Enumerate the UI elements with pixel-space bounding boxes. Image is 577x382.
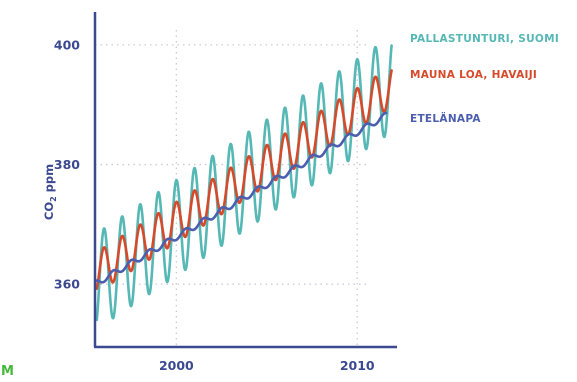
- legend-label-2: ETELÄNAPA: [410, 111, 481, 125]
- y-axis-label: CO2 ppm: [42, 164, 58, 220]
- y-tick-label: 380: [54, 157, 80, 172]
- y-axis-label-sub: 2: [49, 196, 58, 202]
- legend-label-1: MAUNA LOA, HAVAIJI: [410, 69, 537, 81]
- series-line-1: [95, 69, 393, 290]
- legend: PALLASTUNTURI, SUOMI MAUNA LOA, HAVAIJI ET…: [410, 33, 559, 125]
- y-axis-label-main: CO: [42, 202, 56, 220]
- corner-label: M: [1, 364, 14, 379]
- axes: [93, 12, 397, 349]
- y-tick-label: 360: [54, 277, 80, 292]
- y-tick-label: 400: [54, 37, 80, 52]
- grid-lines: [95, 30, 370, 347]
- series-line-2: [95, 111, 388, 284]
- tick-labels: 360 380 400 2000 2010: [54, 37, 375, 373]
- series-layer: [95, 44, 393, 322]
- x-tick-label: 2000: [159, 358, 194, 373]
- x-tick-label: 2010: [340, 358, 375, 373]
- y-axis-label-unit: ppm: [42, 164, 56, 192]
- legend-label-0: PALLASTUNTURI, SUOMI: [410, 33, 559, 45]
